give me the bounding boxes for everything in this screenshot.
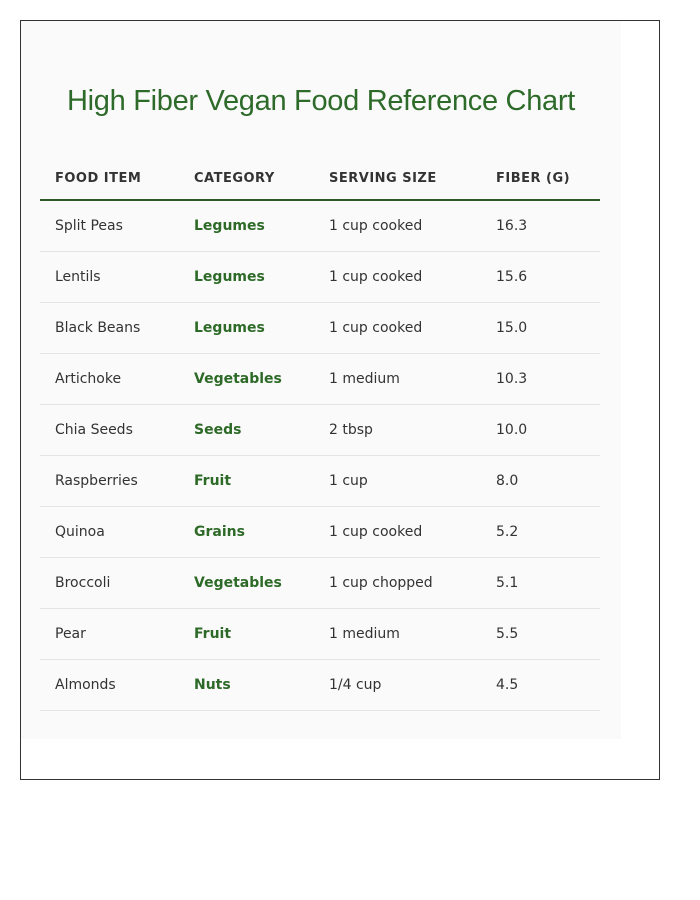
serving-size: 1 medium <box>314 608 481 660</box>
food-item: Black Beans <box>40 302 179 354</box>
food-item: Broccoli <box>40 557 179 609</box>
food-item: Raspberries <box>40 455 179 507</box>
fiber-grams: 4.5 <box>481 659 600 711</box>
table-row: Split Peas Legumes 1 cup cooked 16.3 <box>40 200 600 252</box>
fiber-grams: 10.3 <box>481 353 600 405</box>
serving-size: 1 cup cooked <box>314 302 481 354</box>
table-row: Artichoke Vegetables 1 medium 10.3 <box>40 353 600 405</box>
serving-size: 1 cup <box>314 455 481 507</box>
category: Legumes <box>179 251 314 303</box>
food-item: Lentils <box>40 251 179 303</box>
category: Legumes <box>179 302 314 354</box>
food-item: Quinoa <box>40 506 179 558</box>
fiber-grams: 5.2 <box>481 506 600 558</box>
table-row: Quinoa Grains 1 cup cooked 5.2 <box>40 506 600 558</box>
fiber-grams: 15.0 <box>481 302 600 354</box>
frame <box>20 20 660 780</box>
table-row: Chia Seeds Seeds 2 tbsp 10.0 <box>40 404 600 456</box>
serving-size: 1 medium <box>314 353 481 405</box>
column-header: SERVING SIZE <box>314 169 481 201</box>
category: Fruit <box>179 608 314 660</box>
category: Legumes <box>179 200 314 252</box>
food-item: Split Peas <box>40 200 179 252</box>
serving-size: 2 tbsp <box>314 404 481 456</box>
food-item: Almonds <box>40 659 179 711</box>
title: High Fiber Vegan Food Reference Chart <box>67 85 575 117</box>
category: Seeds <box>179 404 314 456</box>
column-header: FIBER (G) <box>481 169 600 201</box>
table-row: Broccoli Vegetables 1 cup chopped 5.1 <box>40 557 600 609</box>
column-header: CATEGORY <box>179 169 314 201</box>
serving-size: 1/4 cup <box>314 659 481 711</box>
food-item: Artichoke <box>40 353 179 405</box>
fiber-grams: 5.5 <box>481 608 600 660</box>
serving-size: 1 cup cooked <box>314 506 481 558</box>
category: Vegetables <box>179 557 314 609</box>
food-item: Chia Seeds <box>40 404 179 456</box>
table-row: Pear Fruit 1 medium 5.5 <box>40 608 600 660</box>
table-row: Raspberries Fruit 1 cup 8.0 <box>40 455 600 507</box>
serving-size: 1 cup chopped <box>314 557 481 609</box>
table-row: Almonds Nuts 1/4 cup 4.5 <box>40 659 600 711</box>
fiber-grams: 16.3 <box>481 200 600 252</box>
fiber-grams: 10.0 <box>481 404 600 456</box>
table-row: Black Beans Legumes 1 cup cooked 15.0 <box>40 302 600 354</box>
header-row: FOOD ITEM CATEGORY SERVING SIZE FIBER (G) <box>40 169 600 201</box>
category: Grains <box>179 506 314 558</box>
panel: High Fiber Vegan Food Reference Chart FO… <box>21 21 621 739</box>
fiber-grams: 8.0 <box>481 455 600 507</box>
serving-size: 1 cup cooked <box>314 251 481 303</box>
table-body: Split Peas Legumes 1 cup cooked 16.3 Lentils… <box>40 200 600 711</box>
serving-size: 1 cup cooked <box>314 200 481 252</box>
category: Fruit <box>179 455 314 507</box>
column-header: FOOD ITEM <box>40 169 179 201</box>
category: Vegetables <box>179 353 314 405</box>
food-item: Pear <box>40 608 179 660</box>
fiber-grams: 5.1 <box>481 557 600 609</box>
category: Nuts <box>179 659 314 711</box>
table-row: Lentils Legumes 1 cup cooked 15.6 <box>40 251 600 303</box>
fiber-table: FOOD ITEM CATEGORY SERVING SIZE FIBER (G) S… <box>40 169 600 711</box>
fiber-grams: 15.6 <box>481 251 600 303</box>
